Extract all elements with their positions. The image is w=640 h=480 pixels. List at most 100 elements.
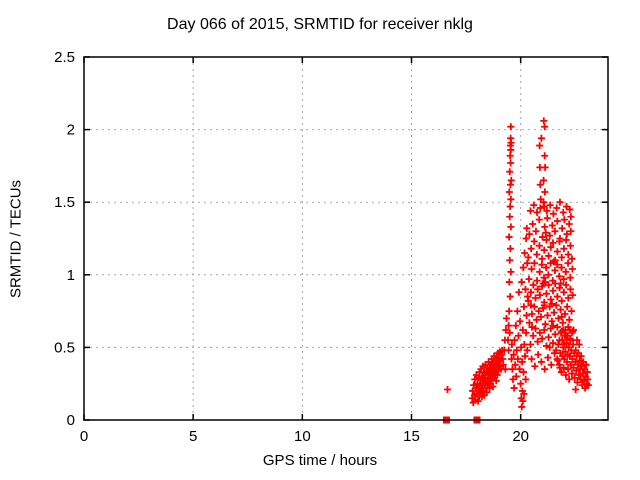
- data-point: [564, 332, 572, 340]
- data-point: [542, 290, 550, 298]
- data-point: [544, 271, 552, 279]
- data-point: [544, 311, 552, 319]
- x-tick-label: 5: [189, 428, 197, 445]
- data-point: [536, 268, 544, 276]
- data-point: [549, 210, 557, 218]
- data-point: [567, 227, 575, 235]
- data-point: [566, 285, 574, 293]
- data-point: [542, 264, 550, 272]
- data-point: [518, 403, 526, 411]
- data-point: [532, 227, 540, 235]
- data-point: [523, 259, 531, 267]
- data-point: [533, 250, 541, 258]
- data-point: [536, 329, 544, 337]
- data-point: [557, 368, 565, 376]
- data-point: [558, 313, 566, 321]
- data-point: [524, 297, 532, 305]
- data-point: [514, 355, 522, 363]
- data-point: [521, 285, 529, 293]
- data-point: [530, 259, 538, 267]
- data-point: [502, 314, 510, 322]
- data-point: [558, 224, 566, 232]
- data-point: [577, 352, 585, 360]
- data-point: [551, 266, 559, 274]
- data-point: [553, 204, 561, 212]
- data-point: [527, 288, 535, 296]
- data-point: [507, 195, 515, 203]
- data-point: [556, 237, 564, 245]
- data-point: [489, 383, 497, 391]
- data-point: [531, 362, 539, 370]
- data-point: [564, 294, 572, 302]
- data-point: [553, 217, 561, 225]
- data-point: [506, 203, 514, 211]
- data-point: [507, 123, 515, 131]
- y-tick-label: 2.5: [54, 49, 75, 66]
- data-point: [508, 340, 516, 348]
- data-point: [559, 208, 567, 216]
- data-point: [520, 368, 528, 376]
- data-point: [534, 338, 542, 346]
- data-point: [557, 306, 565, 314]
- data-point: [554, 340, 562, 348]
- data-point: [565, 316, 573, 324]
- data-point: [523, 346, 531, 354]
- data-point: [507, 268, 515, 276]
- data-point: [553, 323, 561, 331]
- data-point: [510, 351, 518, 359]
- data-point: [525, 319, 533, 327]
- data-point: [501, 336, 509, 344]
- data-point: [536, 142, 544, 150]
- data-point: [513, 307, 521, 315]
- data-point: [571, 374, 579, 382]
- data-point: [535, 307, 543, 315]
- data-point: [525, 275, 533, 283]
- data-point: [557, 264, 565, 272]
- data-point: [536, 204, 544, 212]
- data-point: [506, 213, 514, 221]
- data-point: [568, 265, 576, 273]
- data-point: [573, 336, 581, 344]
- data-point: [568, 307, 576, 315]
- data-point: [553, 248, 561, 256]
- data-point: [541, 223, 549, 231]
- data-point: [528, 355, 536, 363]
- data-point: [566, 274, 574, 282]
- data-point: [516, 365, 524, 373]
- data-point: [558, 253, 566, 261]
- y-tick-label: 1: [67, 267, 75, 284]
- data-point: [507, 176, 515, 184]
- data-point: [511, 361, 519, 369]
- data-point: [546, 343, 554, 351]
- data-point: [565, 220, 573, 228]
- data-point: [568, 370, 576, 378]
- data-point: [558, 336, 566, 344]
- x-tick-label: 20: [512, 428, 529, 445]
- data-point: [532, 294, 540, 302]
- data-point: [564, 259, 572, 267]
- data-point: [539, 280, 547, 288]
- data-point: [505, 278, 513, 286]
- grid-lines: [84, 57, 608, 420]
- axis-tick-labels: 0 5 10 15 20 0 0.5 1 1.5 2 2.5: [54, 49, 529, 445]
- data-point: [528, 323, 536, 331]
- data-point: [518, 358, 526, 366]
- data-point: [525, 230, 533, 238]
- data-point: [536, 291, 544, 299]
- data-point: [529, 220, 537, 228]
- data-point: [564, 365, 572, 373]
- data-point: [540, 246, 548, 254]
- data-point: [493, 371, 501, 379]
- data-point: [551, 330, 559, 338]
- data-point: [501, 365, 509, 373]
- data-point: [559, 319, 567, 327]
- data-point: [508, 365, 516, 373]
- data-point: [512, 372, 520, 380]
- data-point: [562, 281, 570, 289]
- data-point: [556, 284, 564, 292]
- data-point: [567, 213, 575, 221]
- data-point: [575, 371, 583, 379]
- y-tick-label: 0: [67, 412, 75, 429]
- data-point: [560, 216, 568, 224]
- data-point: [515, 288, 523, 296]
